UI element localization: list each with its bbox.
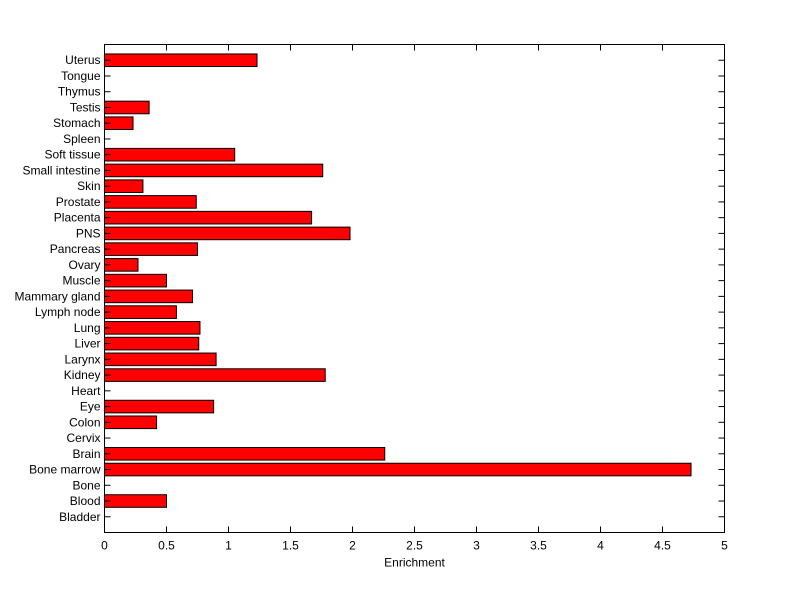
bar-pns [104, 226, 351, 241]
y-tick-label: Larynx [64, 352, 100, 366]
y-tick-label: Bone [72, 478, 100, 492]
y-tick-label: Bone marrow [29, 463, 101, 477]
y-tick-label: Uterus [65, 53, 100, 67]
x-tick-label: 1.5 [282, 539, 299, 553]
y-tick-label: Cervix [66, 431, 100, 445]
y-tick-label: Lung [74, 321, 101, 335]
y-tick-label: Stomach [53, 116, 100, 130]
bar-prostate [104, 195, 197, 209]
y-tick-label: Ovary [68, 258, 100, 272]
y-tick-label: Testis [70, 100, 101, 114]
bar-colon [104, 415, 158, 430]
y-tick-label: Spleen [63, 132, 100, 146]
x-tick-label: 2 [349, 539, 356, 553]
y-tick-label: Muscle [62, 274, 100, 288]
x-tick-label: 2.5 [406, 539, 423, 553]
y-tick-label: Mammary gland [14, 289, 100, 303]
y-tick-label: PNS [76, 226, 101, 240]
bar-lung [104, 321, 201, 335]
bar-muscle [104, 273, 167, 288]
bar-kidney [104, 368, 326, 382]
bar-soft-tissue [104, 147, 236, 162]
bar-brain [104, 446, 386, 461]
bars-layer [104, 53, 692, 508]
x-tick-label: 3 [473, 539, 480, 553]
y-tick-label: Placenta [54, 211, 101, 225]
bar-lymph-node [104, 305, 177, 319]
y-tick-label: Liver [74, 337, 100, 351]
bar-mammary-gland [104, 289, 194, 304]
y-tick-label: Skin [77, 179, 100, 193]
x-tick-label: 4 [597, 539, 604, 553]
y-tick-label: Lymph node [35, 305, 101, 319]
x-tick-label: 1 [225, 539, 232, 553]
y-tick-label: Brain [72, 447, 100, 461]
bar-bone-marrow [104, 462, 692, 477]
x-tick-label: 0.5 [158, 539, 175, 553]
y-tick-label: Eye [80, 400, 101, 414]
ticks-layer [104, 44, 725, 533]
y-tick-label: Blood [70, 494, 101, 508]
bar-liver [104, 336, 200, 351]
bar-uterus [104, 53, 258, 68]
bar-pancreas [104, 242, 198, 256]
y-tick-label: Pancreas [50, 242, 101, 256]
bar-testis [104, 100, 150, 115]
x-tick-label: 3.5 [530, 539, 547, 553]
y-tick-label: Heart [71, 384, 101, 398]
y-tick-label: Thymus [58, 85, 101, 99]
y-tick-label: Colon [69, 415, 100, 429]
bar-eye [104, 399, 215, 414]
y-tick-label: Bladder [59, 510, 100, 524]
y-tick-label: Tongue [61, 69, 101, 83]
y-tick-label: Prostate [56, 195, 101, 209]
plot-frame [104, 44, 725, 533]
bar-placenta [104, 210, 313, 225]
y-tick-label: Small intestine [22, 163, 100, 177]
y-tick-label: Kidney [64, 368, 101, 382]
x-tick-label: 0 [101, 539, 108, 553]
bar-blood [104, 494, 167, 508]
bar-small-intestine [104, 163, 324, 178]
y-tick-label: Soft tissue [44, 148, 100, 162]
x-tick-label: 4.5 [654, 539, 671, 553]
x-tick-label: 5 [721, 539, 728, 553]
bar-larynx [104, 352, 217, 367]
x-axis-title: Enrichment [384, 556, 445, 570]
